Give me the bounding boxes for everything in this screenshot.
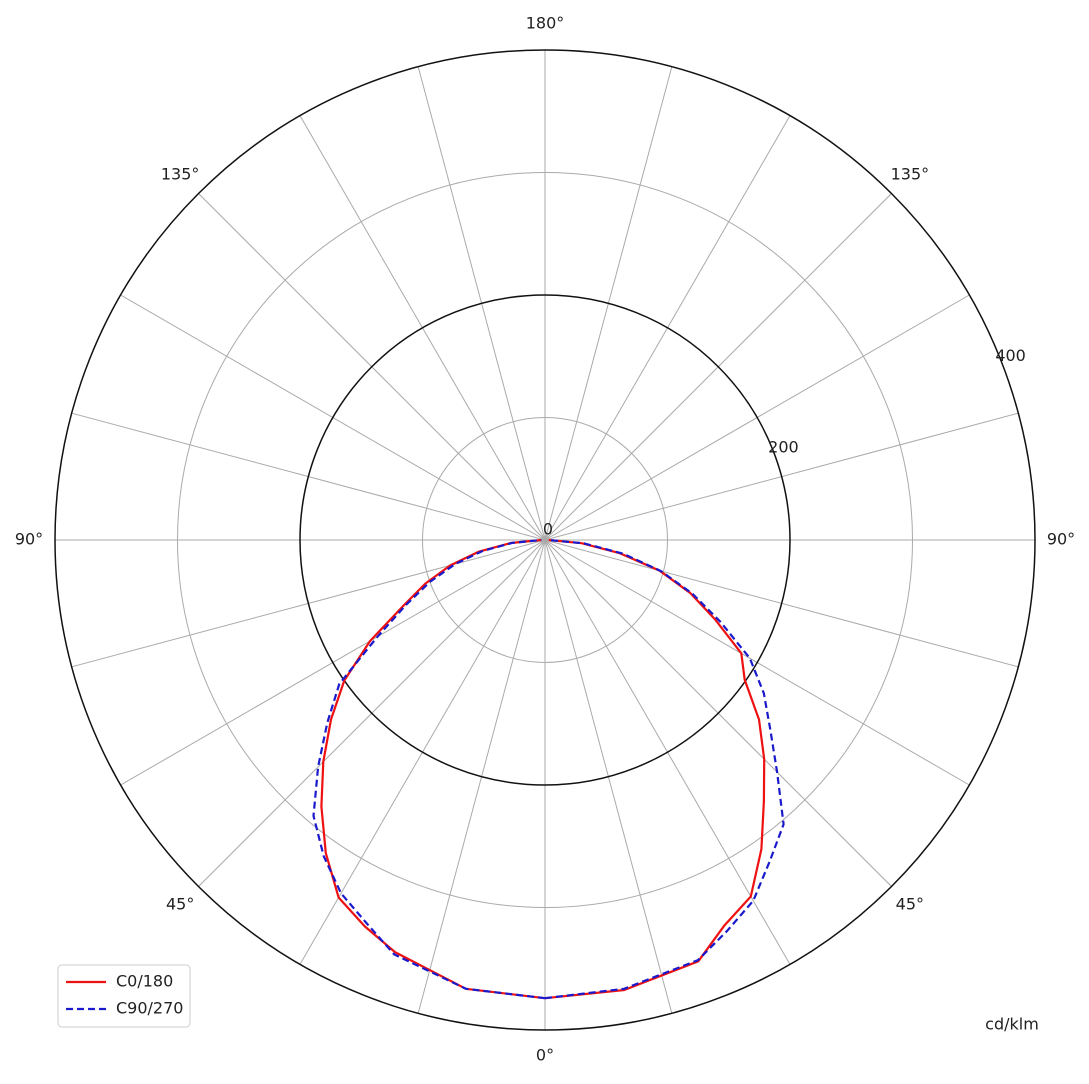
r-tick-label: 0 [543,520,553,539]
angle-label: 90° [15,530,43,549]
grid-circle [422,417,668,663]
series-line [544,538,785,1000]
legend-label: C0/180 [116,972,173,991]
grid-circle [54,49,1036,1031]
angle-label: 135° [161,165,200,184]
angle-label: 45° [896,894,924,913]
angle-label: 45° [166,894,194,913]
r-tick-label: 200 [768,438,799,457]
legend-box [57,964,191,1028]
grid-circle [177,172,913,908]
series-line [312,538,546,1000]
grid-circle [299,294,791,786]
series-line [320,538,546,1000]
legend-label: C90/270 [116,999,183,1018]
series-line [544,538,766,1000]
r-tick-label: 400 [995,346,1026,365]
angle-label: 180° [526,14,565,33]
angle-label: 90° [1047,530,1075,549]
angle-label: 135° [891,165,930,184]
unit-label: cd/klm [985,1015,1039,1034]
angle-label: 0° [536,1046,554,1065]
